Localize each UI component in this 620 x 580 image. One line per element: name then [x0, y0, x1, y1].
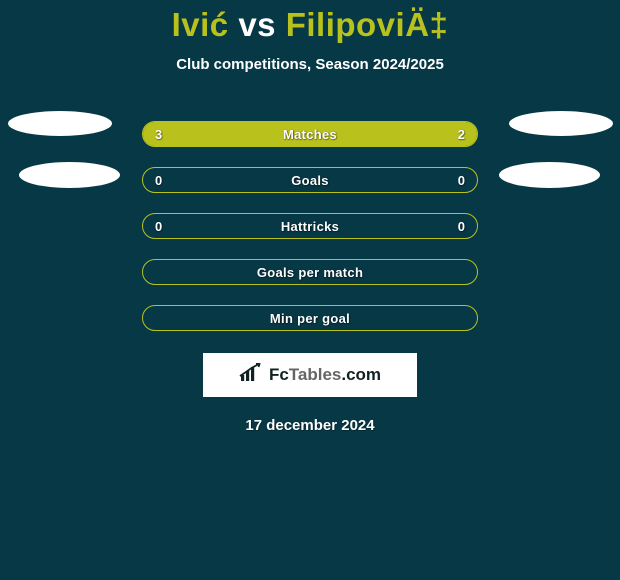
stat-label: Goals — [291, 173, 329, 188]
stat-row-hattricks: 0 Hattricks 0 — [0, 203, 620, 249]
stat-value-left: 0 — [155, 173, 162, 188]
brand-fc: Fc — [269, 365, 289, 384]
stat-row-goals: 0 Goals 0 — [0, 157, 620, 203]
stat-label: Hattricks — [281, 219, 339, 234]
subtitle: Club competitions, Season 2024/2025 — [0, 56, 620, 73]
stat-bar: Min per goal — [142, 305, 478, 331]
comparison-card: Ivić vs FilipoviÄ‡ Club competitions, Se… — [0, 0, 620, 434]
page-title: Ivić vs FilipoviÄ‡ — [0, 6, 620, 44]
player-left-name: Ivić — [172, 6, 229, 43]
vs-separator: vs — [229, 6, 286, 43]
site-logo[interactable]: FcTables.com — [203, 353, 417, 397]
stat-value-right: 0 — [458, 173, 465, 188]
brand-dotcom: .com — [341, 365, 381, 384]
player-right-name: FilipoviÄ‡ — [286, 6, 449, 43]
stat-label: Matches — [283, 127, 337, 142]
stat-bar: Goals per match — [142, 259, 478, 285]
brand-tables: Tables — [289, 365, 342, 384]
site-brand: FcTables.com — [269, 365, 381, 385]
stat-value-left: 3 — [155, 127, 162, 142]
stat-row-min-per-goal: Min per goal — [0, 295, 620, 341]
stats-block: 3 Matches 2 0 Goals 0 0 Hattricks 0 — [0, 111, 620, 341]
stat-row-goals-per-match: Goals per match — [0, 249, 620, 295]
stat-value-left: 0 — [155, 219, 162, 234]
stat-bar: 3 Matches 2 — [142, 121, 478, 147]
stat-row-matches: 3 Matches 2 — [0, 111, 620, 157]
chart-icon — [239, 363, 265, 388]
date-label: 17 december 2024 — [0, 417, 620, 434]
stat-value-right: 0 — [458, 219, 465, 234]
stat-bar: 0 Goals 0 — [142, 167, 478, 193]
stat-label: Goals per match — [257, 265, 363, 280]
stat-label: Min per goal — [270, 311, 350, 326]
stat-bar: 0 Hattricks 0 — [142, 213, 478, 239]
stat-value-right: 2 — [458, 127, 465, 142]
